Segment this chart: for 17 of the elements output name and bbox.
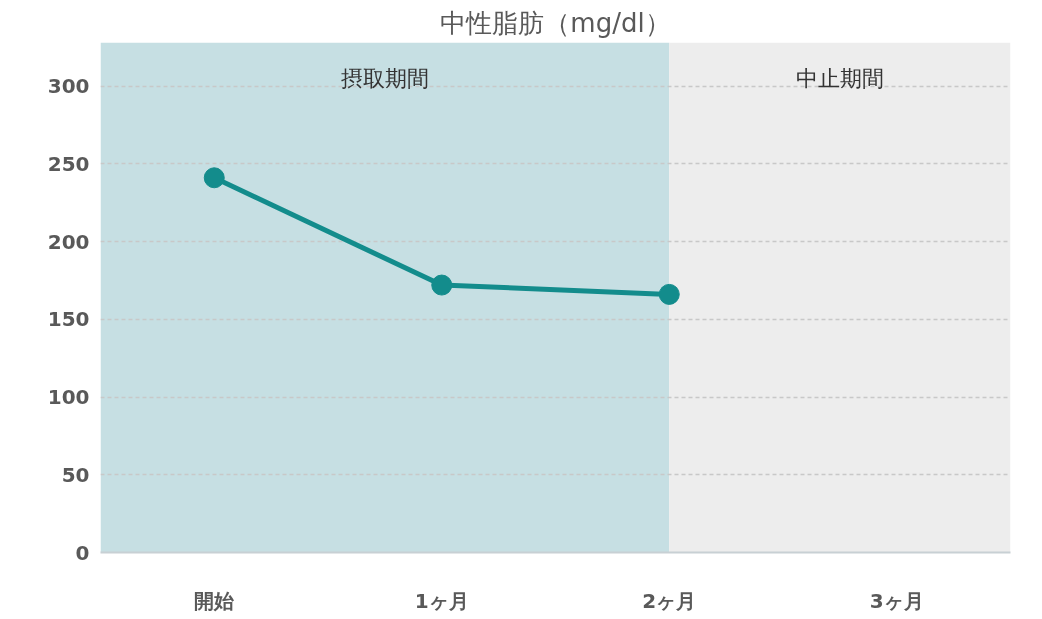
point [431, 274, 453, 296]
y-tick-label: 200 [47, 229, 90, 254]
y-tick-label: 250 [47, 151, 90, 176]
x-tick-label: 2ヶ月 [642, 588, 697, 613]
point [203, 167, 225, 189]
y-tick-label: 300 [47, 74, 90, 99]
x-tick-label: 3ヶ月 [869, 588, 924, 613]
chart-title: 中性脂肪（mg/dl） [440, 7, 671, 38]
x-tick-label: 開始 [194, 588, 236, 613]
x-tick-label: 1ヶ月 [414, 588, 469, 613]
point [658, 283, 680, 305]
y-tick-label: 50 [61, 462, 90, 487]
band-label: 中止期間 [795, 65, 884, 91]
y-tick-label: 150 [47, 307, 90, 332]
band-label: 摂取期間 [340, 65, 429, 91]
y-tick-label: 100 [47, 385, 90, 410]
y-tick-label: 0 [75, 540, 90, 565]
